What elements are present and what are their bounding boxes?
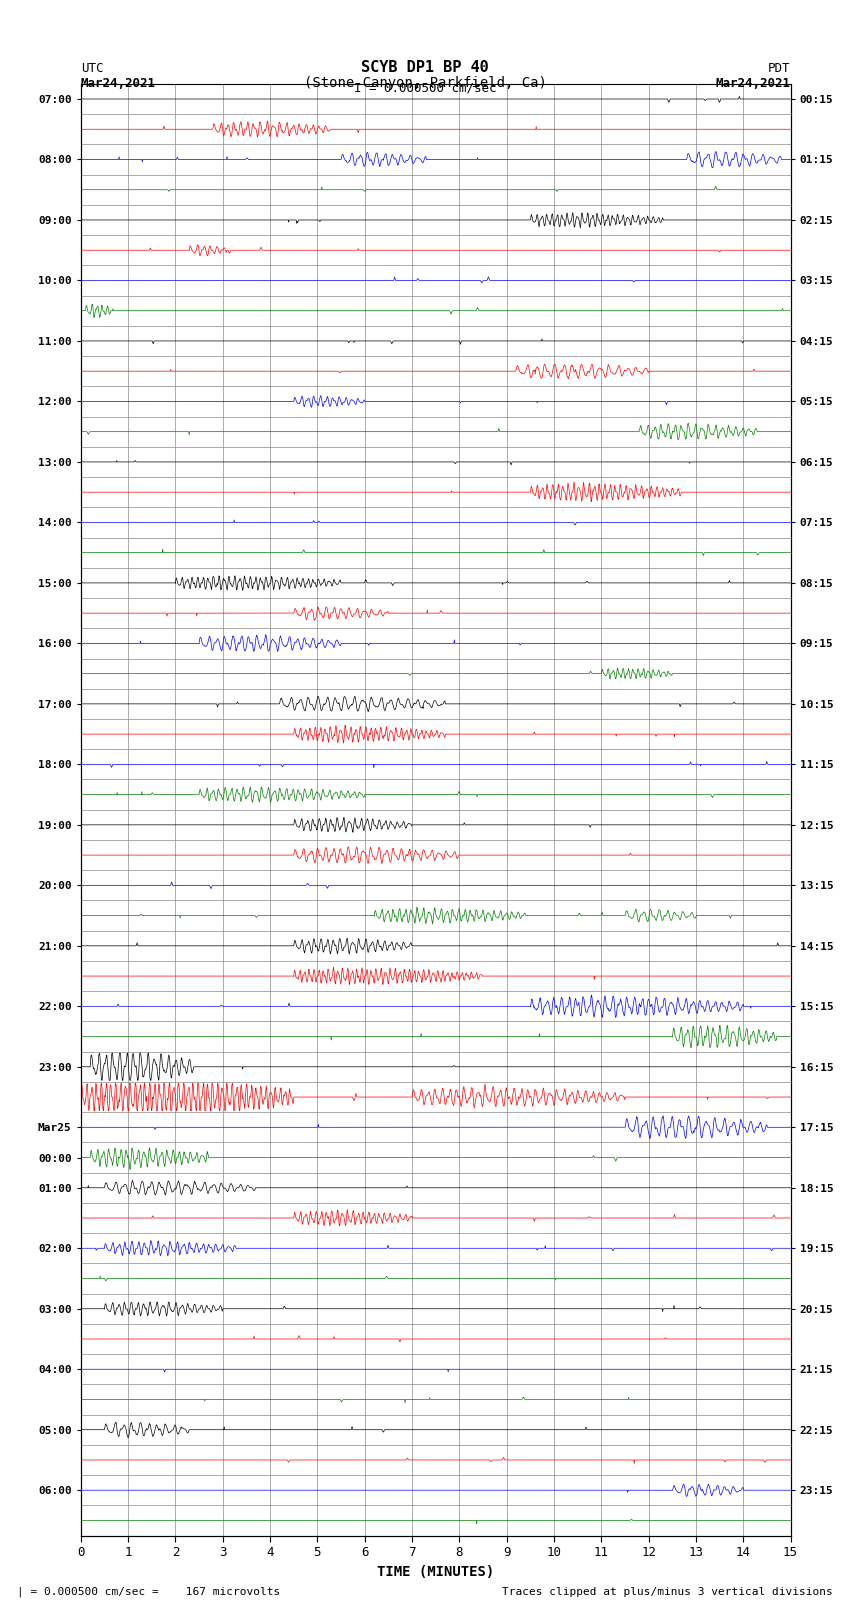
Text: UTC: UTC [81,61,103,76]
Text: PDT: PDT [768,61,790,76]
Text: Mar24,2021: Mar24,2021 [81,76,156,90]
Text: SCYB DP1 BP 40: SCYB DP1 BP 40 [361,60,489,76]
Text: | = 0.000500 cm/sec =    167 microvolts: | = 0.000500 cm/sec = 167 microvolts [17,1586,280,1597]
X-axis label: TIME (MINUTES): TIME (MINUTES) [377,1565,494,1579]
Text: Traces clipped at plus/minus 3 vertical divisions: Traces clipped at plus/minus 3 vertical … [502,1587,833,1597]
Text: Mar24,2021: Mar24,2021 [716,76,790,90]
Text: (Stone Canyon, Parkfield, Ca): (Stone Canyon, Parkfield, Ca) [303,76,547,90]
Text: I = 0.000500 cm/sec: I = 0.000500 cm/sec [354,81,496,94]
